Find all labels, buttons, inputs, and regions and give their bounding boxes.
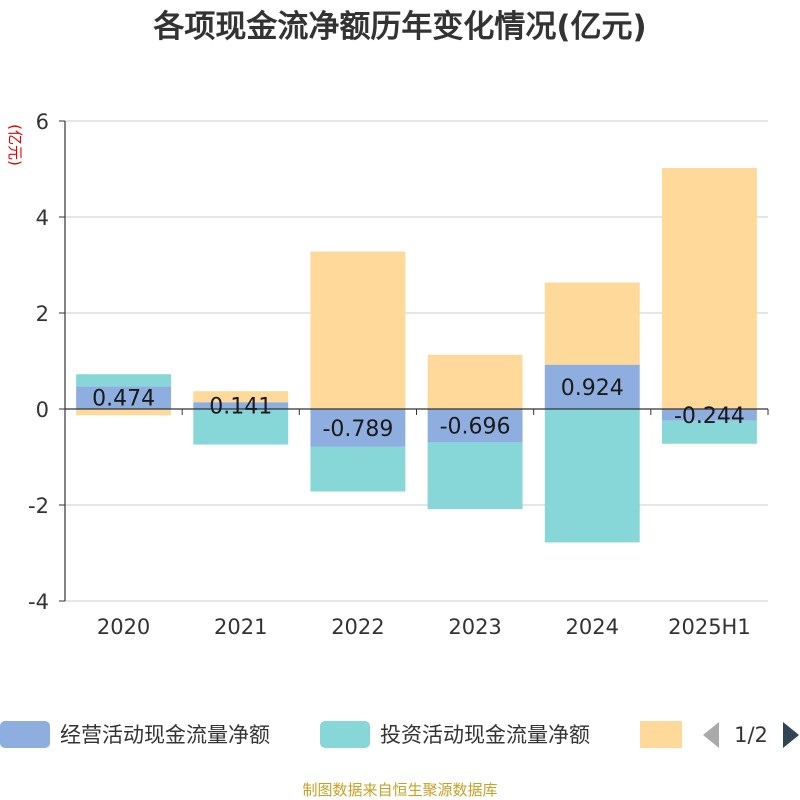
bar-investing-2025H1[interactable] — [661, 420, 757, 444]
x-tick-label: 2023 — [448, 615, 501, 639]
bar-financing-2020[interactable] — [76, 409, 172, 416]
triangle-left-icon[interactable] — [703, 722, 719, 748]
bar-financing-2023[interactable] — [427, 354, 523, 409]
y-tick-label: 0 — [36, 398, 49, 422]
bar-investing-2024[interactable] — [544, 409, 640, 543]
bar-investing-2023[interactable] — [427, 442, 523, 510]
bar-financing-2022[interactable] — [310, 251, 406, 409]
bar-operating-2020[interactable] — [76, 386, 172, 409]
bar-financing-2024[interactable] — [544, 282, 640, 365]
bar-operating-2024[interactable] — [544, 364, 640, 409]
bar-investing-2022[interactable] — [310, 446, 406, 492]
bar-series[interactable] — [76, 168, 757, 543]
legend-swatch-financing[interactable] — [640, 721, 682, 748]
bar-operating-2021[interactable] — [193, 402, 289, 409]
bar-investing-2021[interactable] — [193, 409, 289, 445]
chart-title: 各项现金流净额历年变化情况(亿元) — [152, 9, 646, 45]
x-tick-label: 2020 — [97, 615, 150, 639]
y-tick-label: 6 — [36, 110, 49, 134]
x-tick-label: 2025H1 — [668, 615, 751, 639]
bar-financing-2021[interactable] — [193, 391, 289, 403]
data-label-operating-2023: -0.696 — [440, 415, 511, 440]
x-tick-label: 2022 — [331, 615, 384, 639]
y-tick-label: -4 — [28, 590, 49, 614]
legend-page-indicator: 1/2 — [734, 723, 768, 747]
triangle-right-icon[interactable] — [783, 722, 799, 748]
y-tick-label: -2 — [28, 494, 49, 518]
y-axis-unit-label: (亿元) — [6, 124, 24, 166]
y-tick-label: 2 — [36, 302, 49, 326]
data-label-operating-2020: 0.474 — [92, 387, 155, 412]
legend-swatch-investing[interactable] — [320, 721, 370, 748]
bar-investing-2020[interactable] — [76, 374, 172, 387]
legend-label-operating[interactable]: 经营活动现金流量净额 — [60, 723, 270, 747]
bar-operating-2022[interactable] — [310, 409, 406, 447]
legend[interactable]: 经营活动现金流量净额 投资活动现金流量净额 1/2 — [0, 721, 799, 748]
bar-operating-2025H1[interactable] — [661, 409, 757, 421]
y-tick-label: 4 — [36, 206, 49, 230]
data-label-operating-2021: 0.141 — [209, 395, 272, 420]
legend-swatch-operating[interactable] — [0, 721, 50, 748]
x-tick-label: 2024 — [566, 615, 619, 639]
data-label-operating-2025H1: -0.244 — [674, 404, 745, 429]
x-tick-label: 2021 — [214, 615, 267, 639]
grid-lines — [65, 120, 768, 602]
legend-label-investing[interactable]: 投资活动现金流量净额 — [380, 723, 590, 747]
data-label-operating-2024: 0.924 — [561, 376, 624, 401]
data-labels: 0.474 0.141 -0.789 -0.696 0.924 -0.244 — [92, 376, 745, 442]
axes: -4 -2 0 2 4 6 2020 2021 2022 2023 2024 2025H1 — [28, 110, 769, 639]
data-label-operating-2022: -0.789 — [322, 417, 393, 442]
bar-operating-2023[interactable] — [427, 409, 523, 443]
bar-financing-2025H1[interactable] — [661, 168, 757, 409]
data-source-note: 制图数据来自恒生聚源数据库 — [302, 781, 497, 799]
